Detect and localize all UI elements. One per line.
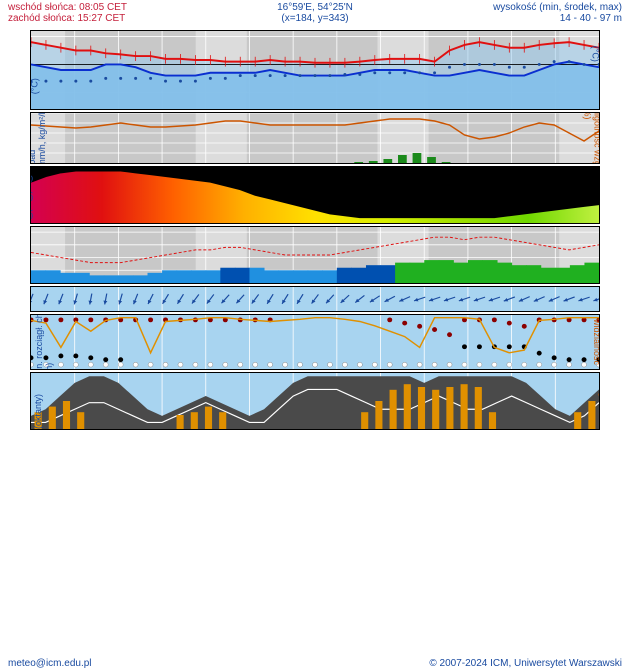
panel-temperature: temperatura(°C)temperatura(°C)-505-50516… <box>30 30 600 110</box>
sunset: zachód słońca: 15:27 CET <box>8 13 127 24</box>
sun-times: wschód słońca: 08:05 CET zachód słońca: … <box>8 2 127 24</box>
panel-precip: opad(mm/h, kg/m²/h)wilgotność wzgl.(%)12… <box>30 112 600 164</box>
meteogram: wschód słońca: 08:05 CET zachód słońca: … <box>0 0 630 660</box>
header: wschód słońca: 08:05 CET zachód słońca: … <box>0 2 630 30</box>
coords: 16°59'E, 54°25'N <box>277 2 353 13</box>
coords-block: 16°59'E, 54°25'N (x=184, y=343) <box>277 2 353 24</box>
grid-xy: (x=184, y=343) <box>277 13 353 24</box>
altitude-block: wysokość (min, środek, max) 14 - 40 - 97… <box>493 2 622 24</box>
alt-values: 14 - 40 - 97 m <box>493 13 622 24</box>
alt-label: wysokość (min, środek, max) <box>493 2 622 13</box>
panel-cover: zachmurzenie(oktanty)(frakcja)mgła024680… <box>30 372 600 430</box>
panels-container: temperatura(°C)temperatura(°C)-505-50516… <box>30 30 600 630</box>
panel-wind: wiatr(m/s)(km/h)wiatr510152018365472 <box>30 226 600 284</box>
panel-wind-arrows: NW ESNW ES <box>30 286 600 312</box>
sunrise: wschód słońca: 08:05 CET <box>8 2 127 13</box>
panel-pressure: ciśnienie(hPa)(mm Hg)ciśnienie1010102010… <box>30 166 600 224</box>
panel-clouds: pion. rozciągł. chm.(km)(km)widzialność0… <box>30 314 600 370</box>
